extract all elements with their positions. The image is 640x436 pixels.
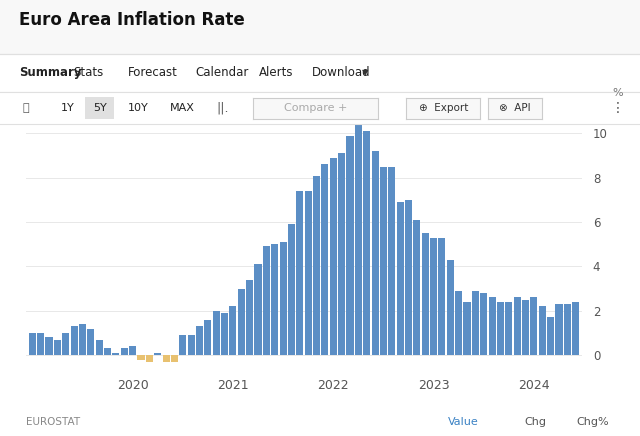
Bar bbox=[522, 300, 529, 355]
Bar bbox=[330, 158, 337, 355]
Bar bbox=[163, 355, 170, 362]
Bar bbox=[87, 328, 94, 355]
Bar bbox=[388, 167, 396, 355]
Text: Value: Value bbox=[448, 417, 479, 427]
Bar bbox=[246, 280, 253, 355]
Text: Forecast: Forecast bbox=[128, 66, 178, 79]
Bar bbox=[271, 244, 278, 355]
Bar bbox=[296, 191, 303, 355]
Text: 10Y: 10Y bbox=[128, 103, 148, 112]
Bar bbox=[62, 333, 69, 355]
Text: Euro Area Inflation Rate: Euro Area Inflation Rate bbox=[19, 11, 245, 29]
Bar bbox=[146, 355, 153, 362]
Bar bbox=[45, 337, 52, 355]
Text: ||.: ||. bbox=[216, 101, 229, 114]
Text: Summary: Summary bbox=[19, 66, 82, 79]
Bar bbox=[29, 333, 36, 355]
Bar bbox=[121, 348, 128, 355]
Bar bbox=[321, 164, 328, 355]
Bar bbox=[305, 191, 312, 355]
Bar bbox=[95, 340, 103, 355]
Bar bbox=[547, 317, 554, 355]
Bar bbox=[280, 242, 287, 355]
Bar bbox=[531, 297, 538, 355]
Text: Download: Download bbox=[312, 66, 371, 79]
Bar bbox=[188, 335, 195, 355]
Text: ⊗  API: ⊗ API bbox=[499, 103, 531, 113]
Bar bbox=[447, 260, 454, 355]
Bar bbox=[505, 302, 513, 355]
Bar bbox=[338, 153, 345, 355]
Bar bbox=[288, 224, 295, 355]
Text: Calendar: Calendar bbox=[195, 66, 248, 79]
Bar bbox=[556, 304, 563, 355]
Bar bbox=[129, 346, 136, 355]
Bar bbox=[171, 355, 178, 362]
Bar bbox=[472, 291, 479, 355]
Bar bbox=[37, 333, 44, 355]
Bar bbox=[263, 246, 270, 355]
Text: %: % bbox=[612, 88, 623, 98]
Text: 📅: 📅 bbox=[22, 103, 29, 112]
Bar bbox=[497, 302, 504, 355]
Bar bbox=[221, 313, 228, 355]
Text: Chg: Chg bbox=[525, 417, 547, 427]
Bar bbox=[488, 297, 495, 355]
Bar bbox=[564, 304, 571, 355]
Text: Stats: Stats bbox=[74, 66, 104, 79]
Bar bbox=[413, 220, 420, 355]
Bar bbox=[371, 151, 379, 355]
Text: MAX: MAX bbox=[170, 103, 195, 112]
Bar bbox=[405, 200, 412, 355]
Bar bbox=[237, 289, 245, 355]
Bar bbox=[113, 353, 120, 355]
Text: ⊕  Export: ⊕ Export bbox=[419, 103, 468, 113]
Bar bbox=[572, 302, 579, 355]
Bar bbox=[422, 233, 429, 355]
Bar bbox=[138, 355, 145, 360]
Text: Alerts: Alerts bbox=[259, 66, 294, 79]
Bar bbox=[196, 326, 203, 355]
Bar bbox=[255, 264, 262, 355]
Bar bbox=[455, 291, 462, 355]
Bar bbox=[463, 302, 470, 355]
Text: EUROSTAT: EUROSTAT bbox=[26, 417, 80, 427]
Bar bbox=[212, 311, 220, 355]
Text: 5Y: 5Y bbox=[93, 103, 106, 112]
Bar bbox=[154, 353, 161, 355]
Bar bbox=[204, 320, 211, 355]
Bar bbox=[430, 238, 437, 355]
Text: Chg%: Chg% bbox=[576, 417, 609, 427]
Bar bbox=[179, 335, 186, 355]
Bar bbox=[54, 340, 61, 355]
Bar bbox=[363, 131, 371, 355]
Bar bbox=[346, 136, 353, 355]
Bar bbox=[539, 307, 546, 355]
Text: Compare +: Compare + bbox=[284, 103, 348, 113]
Bar bbox=[229, 307, 237, 355]
Text: 1Y: 1Y bbox=[61, 103, 74, 112]
Bar bbox=[480, 293, 487, 355]
Bar bbox=[313, 176, 320, 355]
Bar bbox=[397, 202, 404, 355]
Bar bbox=[514, 297, 521, 355]
Text: ⋮: ⋮ bbox=[611, 101, 625, 115]
Bar bbox=[438, 238, 445, 355]
Bar bbox=[104, 348, 111, 355]
Text: ▼: ▼ bbox=[362, 68, 368, 77]
Bar bbox=[355, 120, 362, 355]
Bar bbox=[70, 326, 77, 355]
Bar bbox=[380, 167, 387, 355]
Bar bbox=[79, 324, 86, 355]
